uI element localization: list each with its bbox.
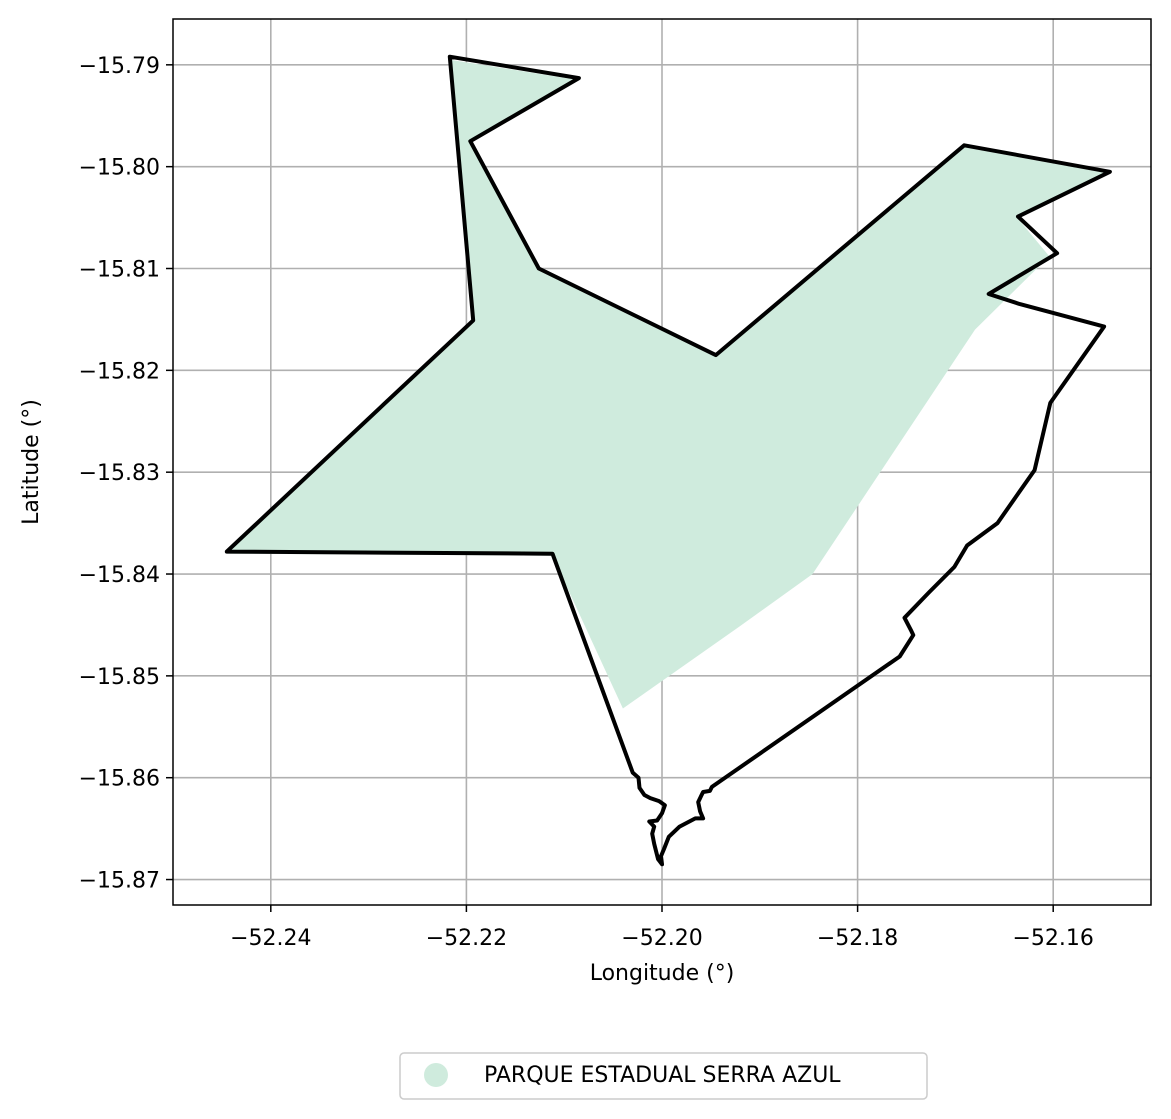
park-boundary-line: [224, 54, 1112, 867]
x-tick-label: −52.16: [1012, 926, 1093, 951]
x-axis-label: Longitude (°): [590, 961, 735, 986]
x-tick-label: −52.24: [230, 926, 311, 951]
y-tick-label: −15.81: [79, 258, 160, 283]
x-axis-ticks: −52.24 −52.22 −52.20 −52.18 −52.16: [230, 905, 1094, 951]
y-tick-label: −15.87: [79, 869, 160, 894]
legend-entry-label: PARQUE ESTADUAL SERRA AZUL: [484, 1063, 841, 1088]
y-tick-label: −15.83: [79, 461, 160, 486]
y-axis-label: Latitude (°): [19, 399, 44, 525]
x-tick-label: −52.18: [817, 926, 898, 951]
y-tick-label: −15.84: [79, 563, 160, 588]
y-tick-label: −15.79: [79, 54, 160, 79]
y-tick-label: −15.85: [79, 665, 160, 690]
x-tick-label: −52.20: [621, 926, 702, 951]
y-tick-label: −15.82: [79, 359, 160, 384]
y-tick-label: −15.86: [79, 767, 160, 792]
legend: PARQUE ESTADUAL SERRA AZUL: [399, 1052, 928, 1100]
y-tick-label: −15.80: [79, 156, 160, 181]
park-fill-area: [226, 59, 1110, 709]
x-tick-label: −52.22: [426, 926, 507, 951]
y-axis-ticks: −15.79 −15.80 −15.81 −15.82 −15.83 −15.84 −15.…: [79, 54, 173, 894]
legend-box: [399, 1052, 928, 1100]
legend-marker: [424, 1063, 448, 1087]
